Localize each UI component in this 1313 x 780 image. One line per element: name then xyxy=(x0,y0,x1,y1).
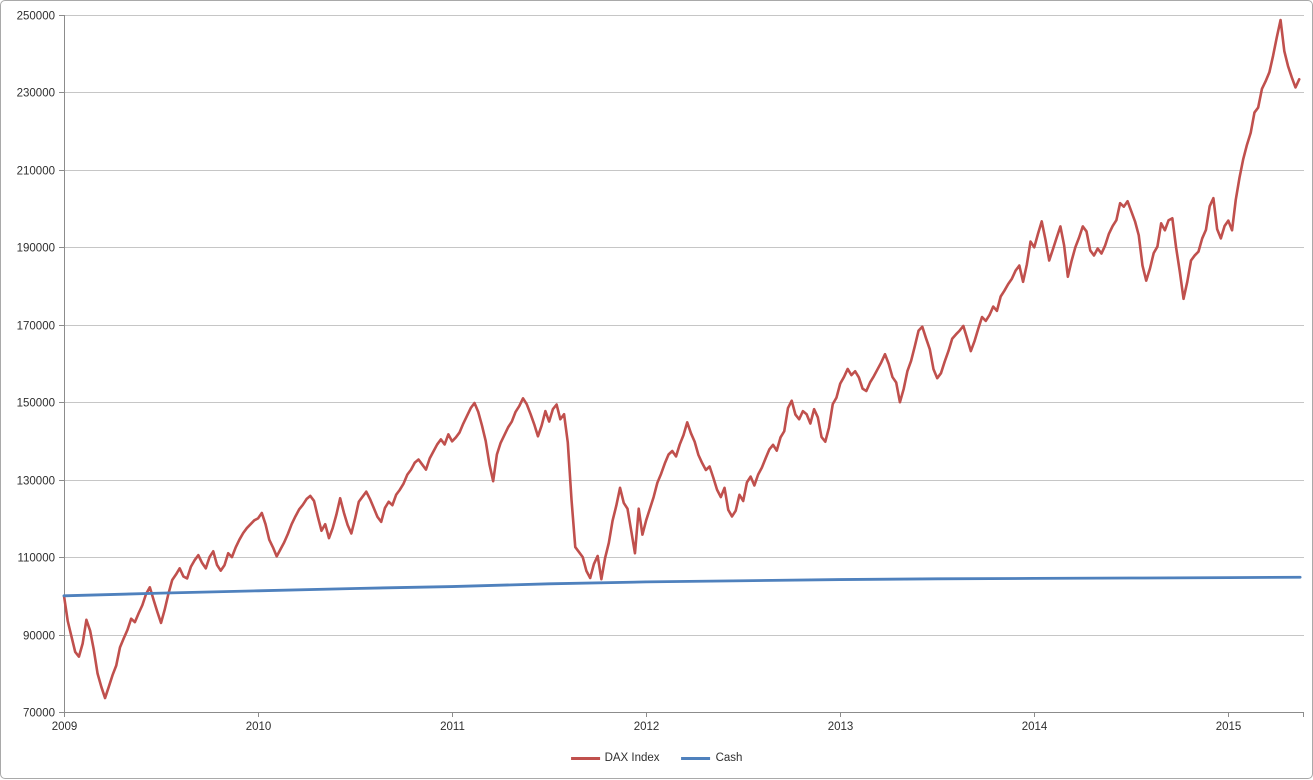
y-axis-tick-label: 130000 xyxy=(17,476,55,488)
legend-label-dax-index: DAX Index xyxy=(604,752,660,764)
legend-item-dax-index: DAX Index xyxy=(570,749,660,767)
legend-label-cash: Cash xyxy=(715,752,743,764)
y-axis-tick-label: 210000 xyxy=(17,166,55,178)
y-axis-tick-label: 230000 xyxy=(17,88,55,100)
x-axis-tick-label: 2013 xyxy=(828,721,854,733)
legend-item-cash: Cash xyxy=(681,749,743,767)
x-axis-tick-label: 2012 xyxy=(634,721,660,733)
series-line-cash xyxy=(62,575,1302,598)
x-axis-tick-label: 2015 xyxy=(1216,721,1242,733)
series-line-dax-index xyxy=(62,18,1301,700)
y-axis-tick-label: 170000 xyxy=(17,321,55,333)
y-axis-tick-label: 90000 xyxy=(23,631,55,643)
legend: DAX Index Cash xyxy=(570,749,743,767)
x-axis-tick-label: 2014 xyxy=(1022,721,1048,733)
dax-index-series-swatch-icon xyxy=(570,756,600,760)
y-axis-tick-label: 110000 xyxy=(17,553,55,565)
x-axis-tick-label: 2011 xyxy=(440,721,465,733)
y-axis-tick-label: 150000 xyxy=(17,398,55,410)
y-axis-tick-label: 190000 xyxy=(17,243,55,255)
x-axis-tick-label: 2009 xyxy=(52,721,78,733)
y-axis-tick-label: 70000 xyxy=(23,708,55,720)
cash-series-swatch-icon xyxy=(681,756,711,760)
x-axis-tick-label: 2010 xyxy=(246,721,272,733)
y-axis-tick-label: 250000 xyxy=(17,11,55,23)
